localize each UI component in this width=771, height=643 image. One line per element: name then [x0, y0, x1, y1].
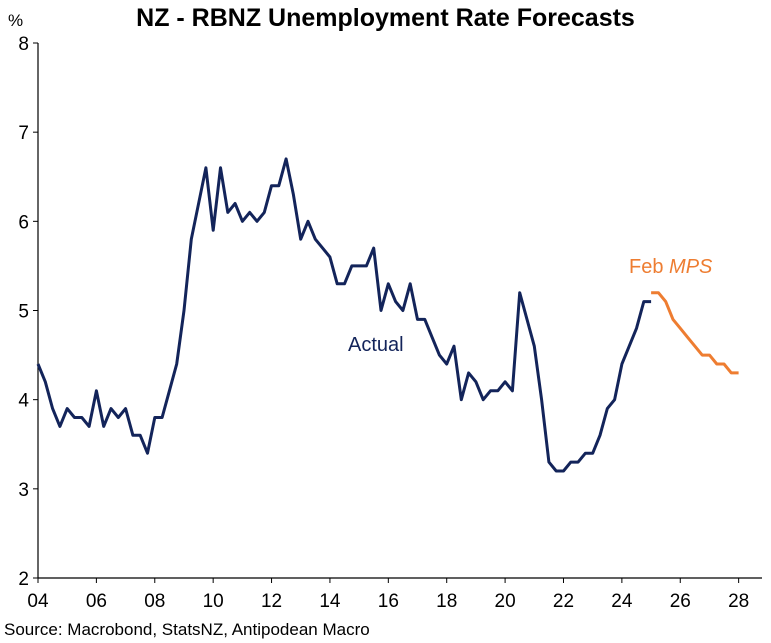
x-tick-label: 18: [436, 591, 457, 612]
x-tick-label: 16: [378, 591, 399, 612]
actual-series-line: [36, 157, 652, 473]
x-tick-label: 08: [144, 591, 165, 612]
feb-mps-label-plain: Feb: [629, 256, 669, 278]
feb-mps-series-label: Feb MPS: [629, 256, 713, 278]
x-tick-label: 04: [27, 591, 49, 612]
x-tick-label: 10: [203, 591, 224, 612]
actual-series-label: Actual: [348, 334, 404, 356]
series-lines: [36, 157, 739, 473]
x-tick-label: 14: [319, 591, 341, 612]
x-tick-label: 28: [728, 591, 749, 612]
y-tick-label: 4: [18, 391, 29, 412]
y-tick-label: 5: [18, 302, 29, 323]
x-tick-label: 26: [670, 591, 691, 612]
source-note: Source: Macrobond, StatsNZ, Antipodean M…: [4, 620, 370, 639]
y-axis-unit-label: %: [8, 11, 23, 30]
chart-title: NZ - RBNZ Unemployment Rate Forecasts: [136, 4, 635, 32]
feb-mps-label-italic: MPS: [669, 256, 713, 278]
axes: [33, 42, 762, 583]
x-tick-label: 12: [261, 591, 282, 612]
y-tick-label: 2: [18, 569, 29, 590]
feb-mps-series-line: [651, 291, 739, 375]
y-tick-label: 3: [18, 480, 29, 501]
x-tick-label: 22: [553, 591, 574, 612]
y-tick-label: 6: [18, 212, 29, 233]
x-tick-label: 06: [86, 591, 107, 612]
x-tick-label: 20: [495, 591, 516, 612]
y-tick-label: 7: [18, 123, 29, 144]
x-tick-label: 24: [611, 591, 633, 612]
tick-labels: 2 3 4 5 6 7 8 04 06 08 10 12 14 16 18 20 22 24 26 28: [18, 34, 749, 612]
y-tick-label: 8: [18, 34, 29, 55]
